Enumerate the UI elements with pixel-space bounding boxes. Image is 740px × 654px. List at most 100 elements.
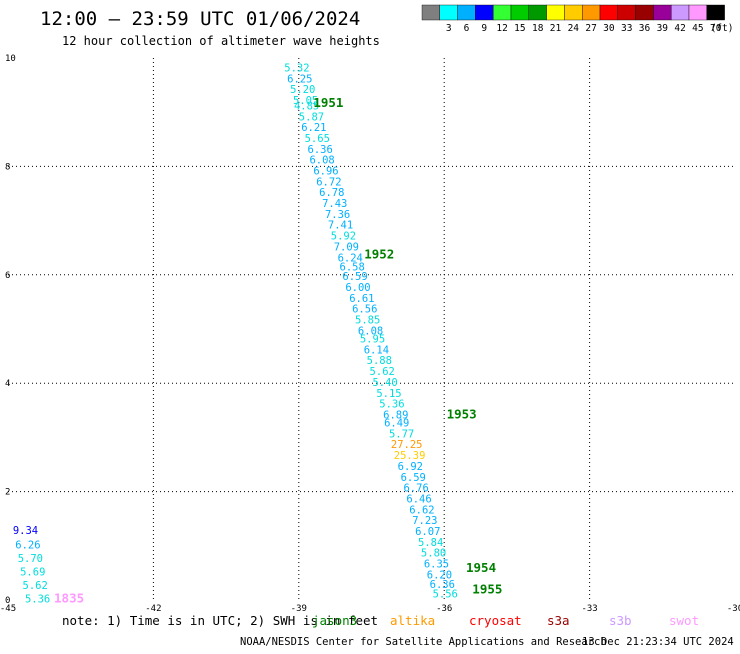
satellite-legend: jason3 altika cryosat s3a s3b swot (312, 613, 699, 628)
x-tick-label: -39 (291, 604, 307, 614)
footer-note: note: 1) Time is in UTC; 2) SWH is in fe… (62, 613, 378, 628)
x-tick-label: -30 (727, 604, 740, 614)
swh-value-label: 7.41 (328, 220, 353, 232)
swh-value-label: 5.40 (372, 377, 397, 389)
color-scale-swatch (599, 4, 618, 21)
swh-value-label: 6.24 (338, 252, 363, 264)
swh-value-label: 5.36 (379, 399, 404, 411)
swh-value-label: 5.62 (370, 366, 395, 378)
footer-credit: NOAA/NESDIS Center for Satellite Applica… (240, 636, 607, 648)
swh-value-label: 6.08 (309, 155, 334, 167)
swh-value-label: 5.05 (293, 95, 318, 107)
swh-value-label: 5.77 (389, 428, 414, 440)
swh-value-label: 6.76 (403, 483, 428, 495)
swh-value-label: 6.62 (409, 504, 434, 516)
color-scale-label: 6 (464, 23, 470, 34)
color-scale-swatch (439, 4, 458, 21)
color-scale-label: 15 (514, 23, 525, 34)
color-scale-swatch (457, 4, 476, 21)
color-scale-swatch (475, 4, 494, 21)
y-tick-label: 6 (5, 271, 10, 281)
swh-value-label: 5.88 (367, 355, 392, 367)
swh-value-label: 6.20 (427, 569, 452, 581)
color-scale-label: 3 (446, 23, 452, 34)
swh-value-label: 5.92 (331, 231, 356, 243)
swh-value-label: 5.62 (23, 580, 48, 592)
pass-time-label: 1954 (466, 560, 496, 575)
swh-value-label: 6.07 (415, 526, 440, 538)
color-scale-swatch (671, 4, 690, 21)
color-scale-label: 27 (585, 23, 596, 34)
swh-value-label: 6.59 (342, 271, 367, 283)
swh-value-label: 7.09 (334, 241, 359, 253)
swh-value-label: 5.15 (376, 388, 401, 400)
swh-value-label: 6.36 (430, 579, 455, 591)
swh-value-label: 5.32 (284, 63, 309, 75)
color-scale-label: 18 (532, 23, 544, 34)
color-scale-label: 21 (550, 23, 562, 34)
color-scale-unit: (ft) (711, 23, 734, 34)
swh-value-label: 6.14 (364, 344, 389, 356)
swh-value-label: 6.00 (345, 282, 370, 294)
swh-value-label: 5.65 (305, 133, 330, 145)
pass-time-label: 1952 (364, 247, 394, 262)
axis-ticks: -45 -42 -39 -36 -33 -30 0 2 4 6 8 10 (0, 54, 740, 614)
swh-value-label: 6.46 (406, 493, 431, 505)
pass-time-label: 1951 (313, 95, 343, 110)
swh-value-label: 25.39 (394, 450, 426, 462)
satellite-jason3: jason3 (312, 613, 357, 628)
color-scale-swatch (706, 4, 725, 21)
swh-value-label: 6.72 (316, 176, 341, 188)
color-scale-label: 36 (639, 23, 651, 34)
swh-value-label: 6.08 (358, 325, 383, 337)
swh-value-label: 6.61 (349, 293, 374, 305)
satellite-s3b: s3b (609, 613, 632, 628)
swh-value-label: 5.85 (355, 315, 380, 327)
swh-value-label: 5.70 (18, 553, 43, 565)
swh-value-label: 7.23 (412, 515, 437, 527)
swh-value-label: 9.34 (13, 525, 38, 537)
swh-value-label: 5.56 (433, 588, 458, 600)
x-tick-label: -36 (436, 604, 452, 614)
color-scale-legend: 3 6 9 12 15 18 21 24 27 30 33 36 39 42 45 70(ft) (421, 4, 734, 34)
color-scale-swatch (688, 4, 707, 21)
swh-value-label: 5.80 (421, 548, 446, 560)
color-scale-label: 30 (603, 23, 615, 34)
satellite-altika: altika (390, 613, 435, 628)
y-tick-label: 10 (5, 54, 16, 64)
color-scale-label: 9 (481, 23, 487, 34)
satellite-cryosat: cryosat (469, 613, 522, 628)
pass-time-label: 1955 (472, 581, 502, 596)
footer-generated-time: 13 Dec 21:23:34 UTC 2024 (582, 636, 734, 648)
color-scale-label: 12 (496, 23, 507, 34)
color-scale-label: 24 (568, 23, 580, 34)
color-scale-swatch (582, 4, 601, 21)
color-scale-label: 45 (692, 23, 703, 34)
swh-value-label: 6.78 (319, 187, 344, 199)
swh-value-label: 6.21 (301, 122, 326, 134)
color-scale-label: 33 (621, 23, 632, 34)
color-scale-swatch (510, 4, 529, 21)
swh-value-label: 7.43 (322, 198, 347, 210)
swh-value-label: 6.36 (308, 144, 333, 156)
x-tick-label: -42 (145, 604, 161, 614)
color-scale-swatch (493, 4, 512, 21)
color-scale-label: 70 (710, 23, 722, 34)
pass-time-label: 1835 (54, 591, 84, 606)
satellite-swot: swot (669, 613, 699, 628)
altimeter-track-1: 5.326.255.205.054.855.876.215.656.366.08… (284, 63, 502, 601)
color-scale-label: 39 (657, 23, 669, 34)
swh-value-label: 5.69 (20, 567, 45, 579)
swh-value-label: 6.96 (313, 166, 338, 178)
x-tick-label: -33 (581, 604, 597, 614)
swh-value-label: 7.36 (325, 209, 350, 221)
altimeter-track-2: 9.34 6.265.70 5.695.62 5.36 1835 (13, 525, 84, 606)
color-scale-label: 42 (674, 23, 685, 34)
swh-value-label: 4.85 (294, 100, 319, 112)
swh-value-label: 5.36 (25, 594, 50, 606)
swh-value-label: 6.89 (383, 409, 408, 421)
color-scale-swatch (617, 4, 636, 21)
color-scale-swatch (546, 4, 565, 21)
